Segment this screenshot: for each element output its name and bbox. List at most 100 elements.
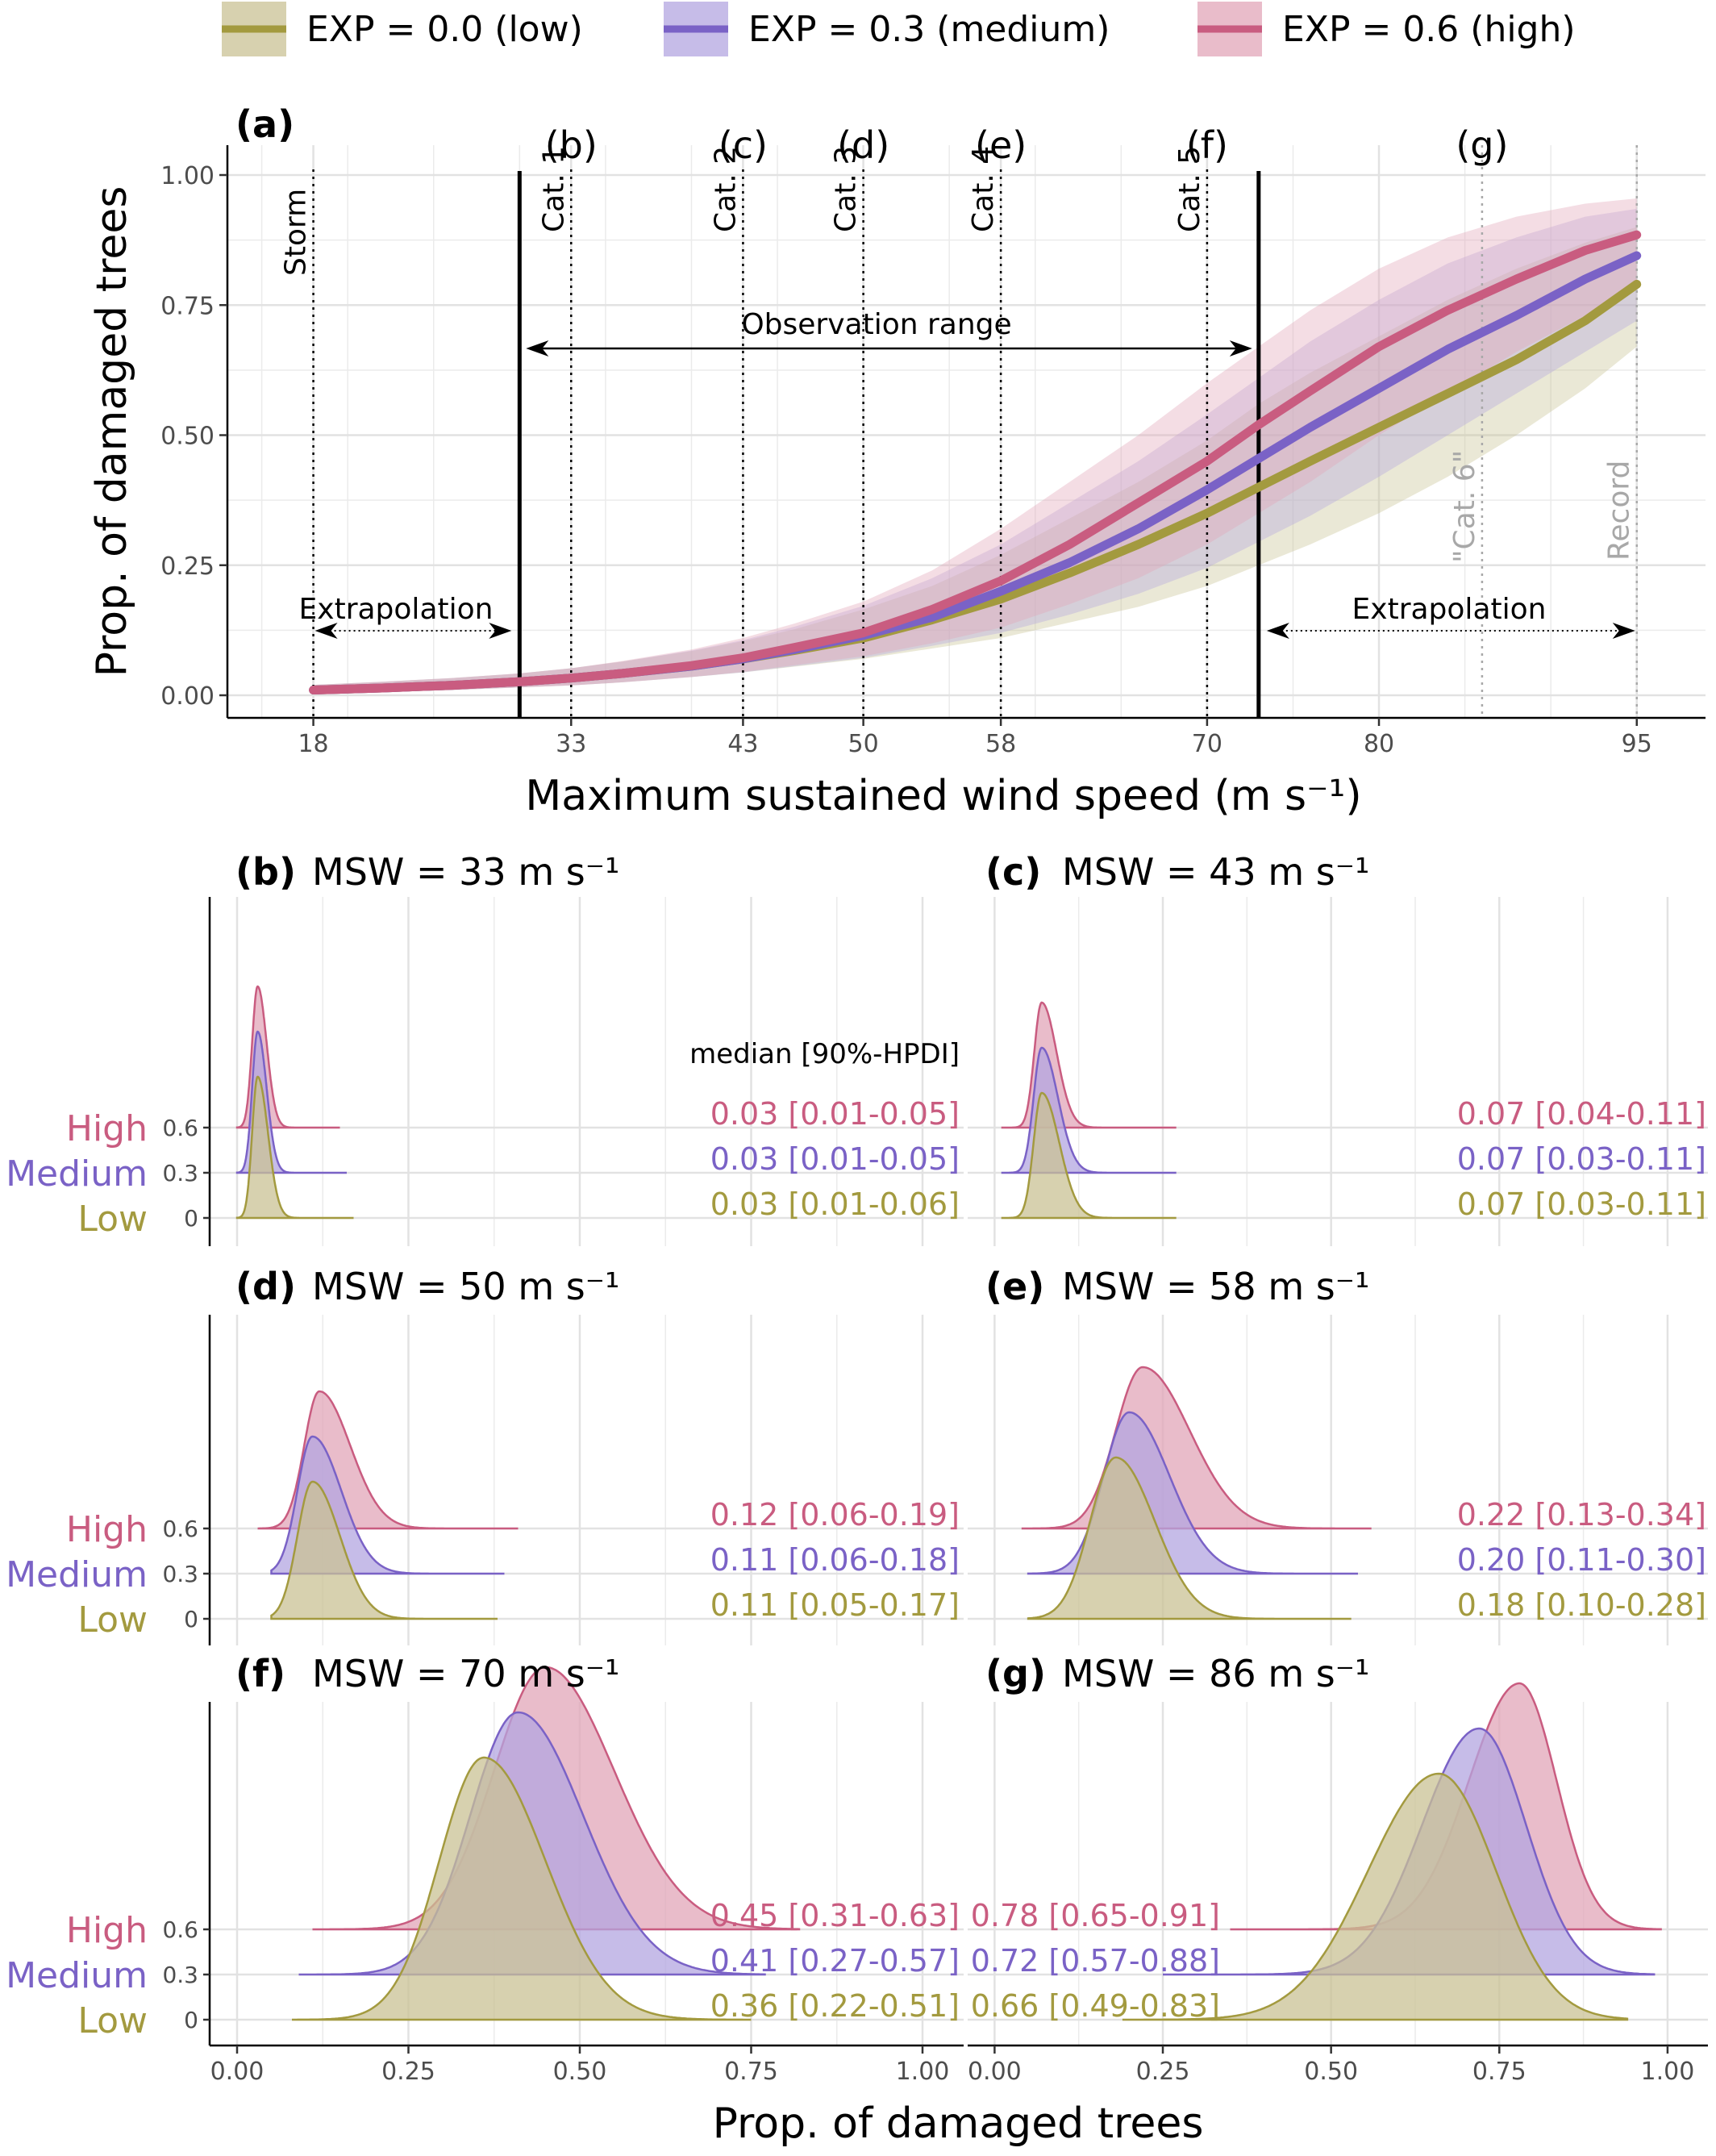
legend-label: EXP = 0.6 (high) (1282, 9, 1576, 50)
legend-item-high: EXP = 0.6 (high) (1197, 2, 1576, 56)
panel-title: MSW = 86 m s⁻¹ (1062, 1652, 1369, 1695)
x-tick-label: 18 (298, 730, 328, 758)
subpanel-marker: (g) (1456, 123, 1508, 167)
y-tick-label: 0.3 (162, 1561, 198, 1587)
density-low (1122, 1772, 1629, 2021)
density-low (270, 1480, 498, 1620)
ref-line-cat-5: Cat. 5 (1173, 146, 1209, 718)
legend: EXP = 0.0 (low) EXP = 0.3 (medium) EXP = 0… (222, 2, 1576, 56)
row-label-high: High (66, 1509, 148, 1550)
ref-line-label: Cat. 2 (709, 146, 742, 232)
subpanel-marker: (c) (718, 123, 768, 167)
panel-title: MSW = 70 m s⁻¹ (312, 1652, 619, 1695)
x-tick-label: 0.75 (724, 2058, 778, 2086)
y-tick-label: 0 (184, 2007, 198, 2033)
x-tick-label: 33 (556, 730, 586, 758)
x-tick-label: 0.50 (553, 2058, 607, 2086)
panel-label: (e) (985, 1265, 1044, 1308)
row-label-low: Low (77, 2000, 148, 2041)
summary-header: median [90%-HPDI] (689, 1038, 960, 1070)
x-tick-label: 70 (1192, 730, 1222, 758)
panel-b: 0.03 [0.01-0.05] 0.03 [0.01-0.05] 0.03 [0.… (6, 850, 964, 1246)
ref-line-label: Storm (280, 189, 313, 276)
x-tick-label: 1.00 (896, 2058, 950, 2086)
subpanel-marker: (e) (975, 123, 1027, 167)
summary-label-high: 0.07 [0.04-0.11] (1457, 1096, 1706, 1132)
ref-line-cat-3: Cat. 3 (830, 146, 864, 718)
panel-label: (b) (235, 850, 296, 894)
row-label-low: Low (77, 1599, 148, 1641)
arrow-head (526, 340, 549, 357)
x-tick-label: 95 (1622, 730, 1652, 758)
panel-title: MSW = 50 m s⁻¹ (312, 1265, 619, 1308)
credible-band-high (313, 198, 1637, 694)
arrow-head (489, 623, 512, 639)
x-tick-label: 58 (985, 730, 1016, 758)
subpanel-marker: (f) (1186, 123, 1228, 167)
y-tick-label: 0.75 (160, 292, 214, 320)
summary-label-high: 0.22 [0.13-0.34] (1457, 1497, 1706, 1533)
ref-line-label: Cat. 3 (830, 146, 863, 232)
panel-title: MSW = 33 m s⁻¹ (312, 850, 619, 894)
row-label-medium: Medium (6, 1554, 148, 1595)
panel-e: 0.22 [0.13-0.34] 0.20 [0.11-0.30] 0.18 [0.… (968, 1265, 1708, 1645)
legend-label: EXP = 0.0 (low) (306, 9, 583, 50)
y-tick-label: 0.50 (160, 423, 214, 451)
panel-c: 0.07 [0.04-0.11] 0.07 [0.03-0.11] 0.07 [0.… (968, 850, 1708, 1246)
ref-line-label: Record (1603, 461, 1636, 561)
double-arrow (1266, 623, 1635, 639)
arrow-head (1229, 340, 1252, 357)
y-axis-title: Prop. of damaged trees (88, 186, 136, 678)
arrow-head (1266, 623, 1289, 639)
panel-title: MSW = 43 m s⁻¹ (1062, 850, 1369, 894)
y-tick-label: 0 (184, 1205, 198, 1232)
y-tick-label: 0.6 (162, 1516, 198, 1542)
y-tick-label: 0 (184, 1606, 198, 1633)
ref-line-cat-4: Cat. 4 (967, 146, 1002, 718)
x-tick-label: 0.50 (1304, 2058, 1358, 2086)
ref-line-label: Cat. 4 (967, 146, 1000, 232)
annotation-extrapolation-right: Extrapolation (1352, 593, 1547, 626)
subpanel-marker: (d) (837, 123, 889, 167)
subpanel-marker: (b) (545, 123, 598, 167)
y-tick-label: 0.6 (162, 1916, 198, 1943)
summary-label-medium: 0.03 [0.01-0.05] (710, 1141, 960, 1177)
panel-label: (f) (235, 1652, 285, 1695)
panel-d: 0.12 [0.06-0.19] 0.11 [0.06-0.18] 0.11 [0.… (6, 1265, 964, 1645)
density-low (235, 1075, 354, 1220)
x-tick-label: 0.75 (1472, 2058, 1526, 2086)
line-high (309, 230, 1642, 694)
ref-line-cat-2: Cat. 2 (709, 146, 744, 718)
panel-f: 0.45 [0.31-0.63] 0.41 [0.27-0.57] 0.36 [0.… (6, 1652, 964, 2086)
summary-label-medium: 0.20 [0.11-0.30] (1457, 1542, 1706, 1578)
summary-label-low: 0.18 [0.10-0.28] (1457, 1587, 1706, 1623)
density-x-axis-title: Prop. of damaged trees (713, 2100, 1204, 2148)
summary-label-low: 0.11 [0.05-0.17] (710, 1587, 960, 1623)
row-label-low: Low (77, 1199, 148, 1240)
ref-line-cat-1: Cat. 1 (537, 146, 573, 718)
summary-label-medium: 0.41 [0.27-0.57] (710, 1943, 960, 1979)
summary-label-high: 0.45 [0.31-0.63] (710, 1898, 960, 1933)
legend-label: EXP = 0.3 (medium) (748, 9, 1110, 50)
y-tick-label: 0.00 (160, 682, 214, 711)
ref-line-cat-6: "Cat. 6" (1448, 145, 1484, 718)
row-label-high: High (66, 1910, 148, 1951)
summary-label-medium: 0.11 [0.06-0.18] (710, 1542, 960, 1578)
panel-label: (a) (235, 102, 294, 146)
x-tick-label: 0.00 (968, 2058, 1022, 2086)
x-axis-title: Maximum sustained wind speed (m s⁻¹) (525, 772, 1361, 820)
x-tick-label: 80 (1364, 730, 1394, 758)
ref-line-storm: Storm (280, 169, 314, 718)
legend-item-low: EXP = 0.0 (low) (222, 2, 583, 56)
x-tick-label: 43 (727, 730, 758, 758)
x-tick-label: 1.00 (1641, 2058, 1695, 2086)
ref-line-label: Cat. 1 (537, 146, 570, 232)
summary-label-low: 0.66 [0.49-0.83] (971, 1988, 1220, 2024)
summary-label-low: 0.07 [0.03-0.11] (1457, 1186, 1706, 1222)
summary-label-high: 0.03 [0.01-0.05] (710, 1096, 960, 1132)
summary-label-low: 0.03 [0.01-0.06] (710, 1186, 960, 1222)
summary-label-high: 0.12 [0.06-0.19] (710, 1497, 960, 1533)
y-tick-label: 0.3 (162, 1962, 198, 1988)
double-arrow (526, 340, 1252, 357)
